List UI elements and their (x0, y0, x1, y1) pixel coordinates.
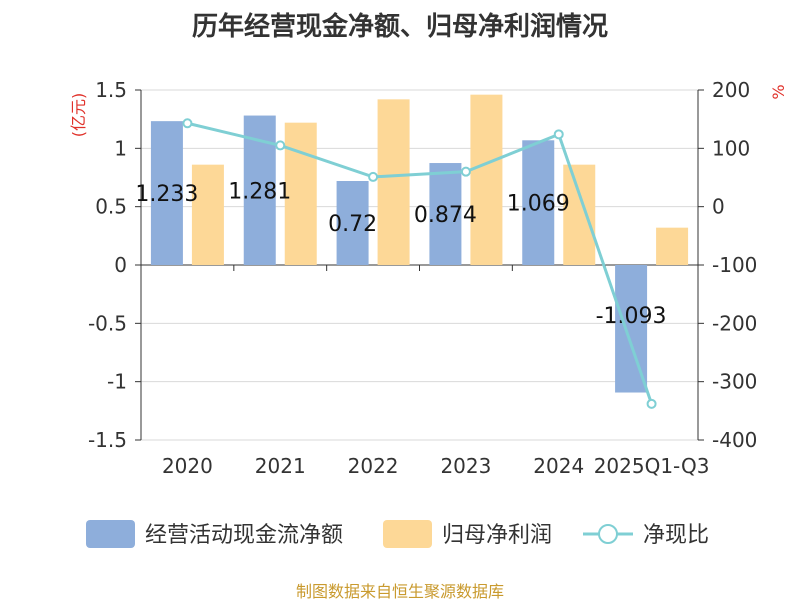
right-tick-label: 100 (712, 136, 750, 160)
legend-swatch-operating-cash-flow (86, 520, 135, 548)
line-point (275, 140, 286, 151)
right-tick-label: 200 (712, 78, 750, 102)
data-source-note: 制图数据来自恒生聚源数据库 (295, 582, 504, 601)
x-tick-label: 2022 (348, 454, 399, 478)
bar-net-profit (656, 227, 689, 265)
line-point (368, 171, 379, 182)
bar-data-label: 1.281 (228, 179, 291, 204)
right-axis-unit: % (769, 84, 788, 99)
line-point (182, 118, 193, 129)
left-tick-label: 0.5 (95, 195, 127, 219)
bar-operating-cash-flow (336, 181, 369, 265)
legend-swatch-net-profit (383, 520, 432, 548)
left-axis-unit: (亿元) (69, 93, 88, 138)
bar-data-label: -1.093 (596, 304, 667, 329)
bar-data-label: 0.72 (328, 212, 377, 237)
left-tick-label: -1.5 (88, 428, 127, 452)
x-tick-label: 2024 (533, 454, 584, 478)
bar-data-label: 1.069 (507, 192, 570, 217)
left-tick-label: 1.5 (95, 78, 127, 102)
bar-operating-cash-flow (429, 163, 462, 265)
legend-label-operating-cash-flow: 经营活动现金流净额 (145, 523, 343, 548)
line-point (646, 398, 657, 409)
right-tick-label: -200 (712, 311, 757, 335)
x-tick-label: 2021 (255, 454, 306, 478)
chart-title: 历年经营现金净额、归母净利润情况 (191, 12, 608, 42)
x-tick-label: 2020 (162, 454, 213, 478)
x-tick-label: 2023 (440, 454, 491, 478)
bar-net-profit (284, 122, 317, 266)
left-tick-label: 0 (114, 253, 127, 277)
bar-net-profit (470, 94, 503, 266)
bar-data-label: 1.233 (135, 182, 198, 207)
right-tick-label: -100 (712, 253, 757, 277)
line-point (460, 166, 471, 177)
legend-label-net-profit: 归母净利润 (442, 523, 552, 548)
bar-net-profit (377, 99, 410, 265)
bar-data-label: 0.874 (414, 203, 477, 228)
x-tick-label: 2025Q1-Q3 (594, 454, 710, 478)
bar-operating-cash-flow (522, 140, 555, 265)
legend-swatch-cash-ratio-marker (598, 524, 618, 544)
line-cash-ratio (187, 121, 654, 405)
right-tick-label: -400 (712, 428, 757, 452)
line-point (553, 129, 564, 140)
bar-operating-cash-flow (150, 121, 183, 266)
right-tick-label: 0 (712, 195, 725, 219)
bar-net-profit (191, 164, 224, 265)
right-tick-label: -300 (712, 370, 757, 394)
left-tick-label: -0.5 (88, 311, 127, 335)
left-tick-label: 1 (114, 136, 127, 160)
left-tick-label: -1 (107, 370, 127, 394)
legend-label-cash-ratio: 净现比 (643, 523, 709, 548)
bar-net-profit (563, 164, 596, 265)
